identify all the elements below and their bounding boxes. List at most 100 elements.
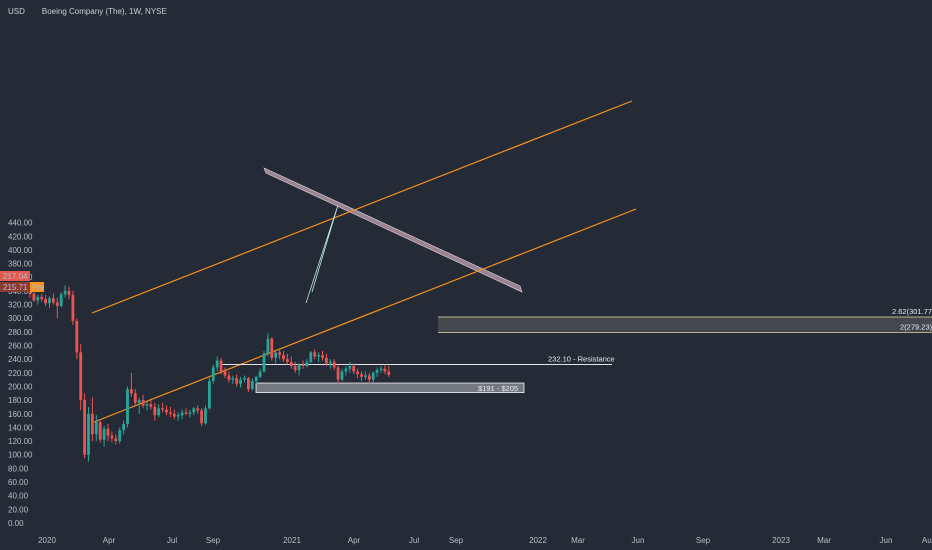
- candle-body: [235, 378, 239, 384]
- candle-body: [286, 359, 289, 362]
- price-badges: 217.04 215.71 Pre: [0, 271, 45, 292]
- candle-body: [375, 370, 379, 373]
- candle-body: [352, 365, 356, 372]
- candle-body: [208, 380, 211, 409]
- x-tick-label: Sep: [449, 536, 464, 545]
- chart-header: USD Boeing Company (The), 1W, NYSE: [8, 7, 167, 16]
- candle-body: [161, 408, 164, 410]
- y-tick-label: 260.00: [8, 341, 33, 350]
- candle-body: [367, 375, 371, 380]
- y-tick-label: 60.00: [8, 478, 29, 487]
- y-tick-label: 240.00: [8, 355, 33, 364]
- annotation-labels: 232.10 - Resistance $191 - $205 2.62(301…: [478, 307, 932, 393]
- y-tick-label: 200.00: [8, 382, 33, 391]
- fib-2-label: 2(279.23): [900, 322, 932, 331]
- pre-tag-label: Pre: [32, 283, 45, 292]
- candle-body: [289, 361, 293, 366]
- candle-body: [176, 415, 180, 417]
- candle-body: [266, 338, 270, 354]
- candle-body: [247, 378, 250, 390]
- x-tick-label: Jun: [632, 536, 645, 545]
- candle-body: [91, 413, 94, 435]
- candle-body: [348, 365, 352, 369]
- y-tick-label: 320.00: [8, 301, 33, 310]
- candle-body: [325, 357, 328, 364]
- last-price-label: 217.04: [3, 272, 28, 281]
- x-tick-label: Apr: [348, 536, 361, 545]
- candle-body: [196, 408, 200, 411]
- x-tick-label: Sep: [696, 536, 711, 545]
- candle-body: [48, 298, 51, 304]
- candle-body: [172, 413, 176, 417]
- candle-body: [344, 368, 348, 372]
- candle-body: [301, 364, 305, 366]
- x-tick-label: 2020: [38, 536, 56, 545]
- y-tick-label: 40.00: [8, 492, 29, 501]
- candle-body: [211, 367, 215, 381]
- candle-body: [227, 375, 231, 380]
- candle-body: [87, 413, 90, 455]
- channel-upper-line[interactable]: [91, 100, 633, 314]
- candle-body: [98, 421, 102, 440]
- target-zone[interactable]: [438, 316, 932, 333]
- candle-body: [40, 297, 44, 300]
- candles: [28, 284, 391, 462]
- candle-body: [309, 352, 313, 362]
- candle-body: [274, 352, 278, 358]
- candle-body: [293, 365, 297, 371]
- candle-body: [153, 406, 157, 416]
- candle-body: [52, 298, 55, 303]
- y-tick-label: 280.00: [8, 328, 33, 337]
- support-label: $191 - $205: [478, 384, 518, 393]
- candle-body: [102, 428, 106, 440]
- resistance-label: 232.10 - Resistance: [548, 355, 615, 364]
- x-tick-label: 2021: [283, 536, 301, 545]
- candle-body: [379, 368, 383, 371]
- candle-body: [59, 294, 63, 306]
- candle-body: [328, 361, 332, 364]
- candle-body: [258, 371, 262, 377]
- support-zone[interactable]: [255, 382, 525, 394]
- x-tick-label: Apr: [103, 536, 116, 545]
- candle-body: [383, 368, 387, 372]
- y-axis: 440.00420.00400.00380.00360.00340.00320.…: [8, 219, 33, 528]
- zones: [255, 316, 932, 394]
- descending-trendline[interactable]: [263, 167, 523, 293]
- x-tick-label: Sep: [206, 536, 221, 545]
- candle-body: [360, 374, 363, 377]
- y-tick-label: 220.00: [8, 369, 33, 378]
- candle-body: [192, 408, 196, 413]
- y-tick-label: 440.00: [8, 219, 33, 228]
- candle-body: [180, 412, 184, 416]
- candle-body: [239, 379, 242, 384]
- candle-body: [184, 412, 188, 414]
- candle-body: [126, 389, 129, 425]
- y-tick-label: 180.00: [8, 396, 33, 405]
- candle-body: [110, 435, 114, 439]
- candle-body: [356, 371, 359, 375]
- last-price-badge: [0, 271, 30, 281]
- candle-body: [133, 393, 137, 403]
- candle-body: [387, 371, 391, 375]
- impulse-path: [305, 204, 339, 304]
- x-tick-label: 2023: [772, 536, 790, 545]
- y-tick-label: 120.00: [8, 437, 33, 446]
- candle-body: [250, 380, 254, 390]
- candle-body: [336, 367, 340, 380]
- x-tick-label: Mar: [571, 536, 585, 545]
- candle-body: [321, 355, 324, 358]
- candle-body: [130, 389, 133, 394]
- candle-body: [165, 409, 168, 413]
- candle-body: [188, 412, 192, 414]
- y-tick-label: 380.00: [8, 260, 33, 269]
- candle-body: [200, 410, 203, 424]
- channel-lower-line[interactable]: [93, 208, 637, 423]
- candle-body: [278, 352, 281, 356]
- candle-body: [332, 361, 336, 368]
- symbol-title: Boeing Company (The), 1W, NYSE: [41, 7, 167, 16]
- drawings: [91, 100, 637, 423]
- candle-body: [313, 352, 317, 357]
- x-tick-label: Jul: [167, 536, 177, 545]
- candle-body: [254, 376, 258, 381]
